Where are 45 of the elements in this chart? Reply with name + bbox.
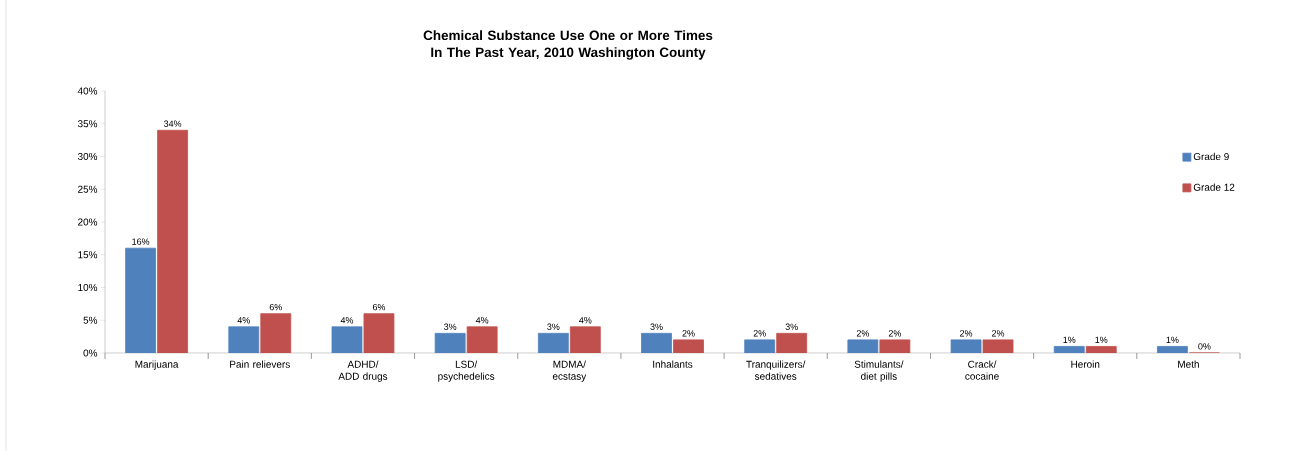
- data-label: 2%: [682, 330, 695, 337]
- data-label: 4%: [237, 317, 250, 324]
- y-tick-label: 0%: [83, 349, 98, 357]
- x-tick-label: Stimulants/ diet pills: [854, 360, 904, 382]
- x-tick-label: Heroin: [1071, 360, 1100, 368]
- data-label: 3%: [547, 323, 560, 330]
- y-tick-label: 30%: [77, 152, 98, 161]
- data-label: 3%: [444, 323, 457, 330]
- y-tick-label: 25%: [78, 185, 98, 193]
- data-label: 3%: [650, 323, 663, 330]
- data-label: 2%: [960, 330, 973, 337]
- data-label: 6%: [372, 303, 386, 311]
- data-label: 16%: [132, 238, 150, 245]
- data-label: 4%: [340, 317, 354, 324]
- data-label: 2%: [753, 330, 766, 337]
- x-tick-label: Inhalants: [653, 360, 693, 368]
- x-tick-label: Pain relievers: [230, 360, 290, 368]
- y-tick-label: 15%: [78, 251, 98, 259]
- y-tick-label: 5%: [83, 316, 98, 324]
- data-label: 2%: [856, 330, 870, 337]
- x-tick-label: Meth: [1178, 360, 1199, 368]
- legend-label: Grade 9: [1193, 152, 1229, 161]
- data-label: 34%: [163, 120, 182, 127]
- y-tick-label: 35%: [77, 120, 98, 128]
- x-tick-label: Tranquilizers/ sedatives: [746, 360, 806, 380]
- x-tick-label: Marijuana: [135, 360, 179, 370]
- y-tick-label: 20%: [78, 218, 98, 226]
- chart-title: Chemical Substance Use One or More Times In The Past Year, 2010 Washington County: [423, 30, 713, 60]
- data-label: 2%: [888, 330, 902, 337]
- data-label: 6%: [269, 303, 282, 311]
- data-label: 1%: [1166, 336, 1179, 344]
- x-tick-label: ADHD/ ADD drugs: [338, 360, 388, 382]
- data-label: 0%: [1198, 343, 1211, 350]
- data-label: 4%: [579, 317, 592, 324]
- x-tick-label: MDMA/ ecstasy: [552, 360, 587, 382]
- data-label: 4%: [475, 317, 489, 324]
- y-tick-label: 10%: [78, 283, 98, 292]
- data-label: 1%: [1063, 336, 1076, 344]
- x-tick-label: Crack/ cocaine: [965, 360, 999, 380]
- data-label: 1%: [1095, 336, 1108, 344]
- data-label: 2%: [992, 330, 1005, 337]
- x-tick-label: LSD/ psychedelics: [438, 360, 495, 382]
- y-tick-label: 40%: [77, 87, 98, 95]
- legend-label: Grade 12: [1193, 183, 1235, 191]
- data-label: 3%: [785, 323, 798, 330]
